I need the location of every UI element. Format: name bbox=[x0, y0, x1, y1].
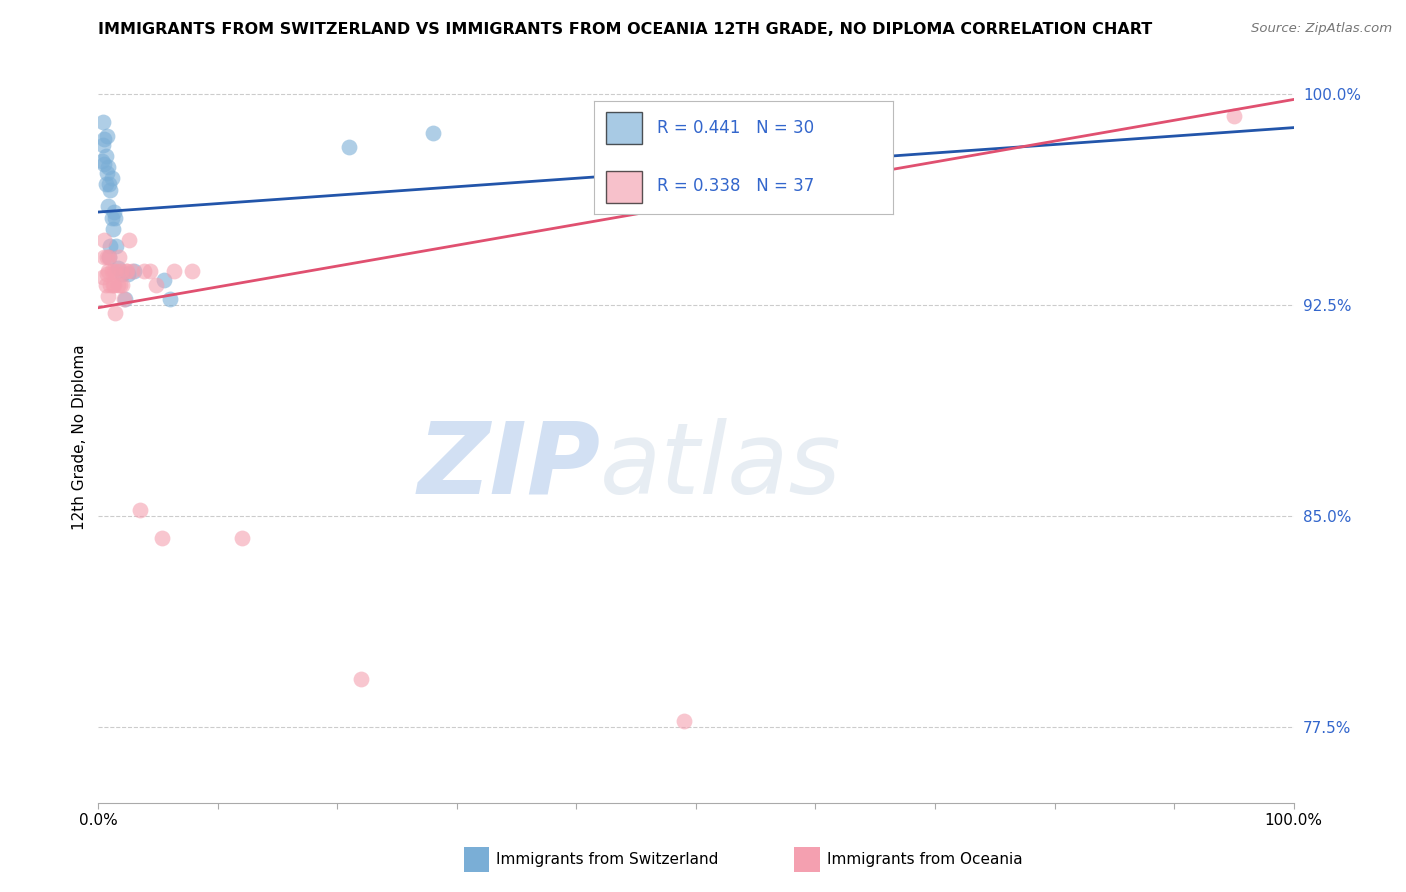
Point bbox=[422, 126, 444, 140]
Point bbox=[124, 264, 146, 278]
Point bbox=[114, 292, 136, 306]
Point bbox=[97, 264, 120, 278]
Point bbox=[91, 137, 114, 152]
Y-axis label: 12th Grade, No Diploma: 12th Grade, No Diploma bbox=[72, 344, 87, 530]
Point bbox=[97, 289, 120, 303]
Point bbox=[97, 160, 120, 174]
Point bbox=[100, 264, 122, 278]
Point bbox=[98, 239, 122, 253]
Point bbox=[105, 239, 128, 253]
Point bbox=[145, 278, 167, 293]
Point bbox=[96, 129, 118, 144]
Point bbox=[117, 267, 139, 281]
Point bbox=[104, 306, 127, 320]
Point bbox=[231, 532, 253, 546]
Point bbox=[337, 140, 360, 154]
Point bbox=[98, 250, 121, 264]
Point bbox=[111, 267, 134, 281]
Point bbox=[107, 261, 129, 276]
Point bbox=[91, 115, 114, 129]
Point bbox=[98, 177, 121, 191]
Point bbox=[96, 166, 118, 180]
Point bbox=[107, 278, 129, 293]
Point bbox=[180, 264, 202, 278]
Text: Source: ZipAtlas.com: Source: ZipAtlas.com bbox=[1251, 22, 1392, 36]
Point bbox=[97, 199, 120, 213]
Point bbox=[105, 264, 128, 278]
Text: atlas: atlas bbox=[600, 417, 842, 515]
Point bbox=[93, 233, 115, 247]
Point bbox=[163, 264, 186, 278]
Point bbox=[96, 267, 118, 281]
Point bbox=[101, 278, 124, 293]
Point bbox=[112, 292, 135, 306]
Point bbox=[98, 250, 121, 264]
Point bbox=[115, 264, 138, 278]
Point bbox=[132, 264, 155, 278]
Point bbox=[129, 503, 152, 517]
Point bbox=[91, 269, 114, 284]
Point bbox=[100, 171, 122, 186]
Text: ZIP: ZIP bbox=[418, 417, 600, 515]
Point bbox=[103, 264, 125, 278]
Point bbox=[118, 233, 141, 247]
Point bbox=[98, 278, 122, 293]
Point bbox=[107, 250, 129, 264]
Point bbox=[93, 250, 115, 264]
Point bbox=[94, 278, 117, 293]
Point bbox=[111, 278, 134, 293]
Point bbox=[94, 149, 117, 163]
Point bbox=[159, 292, 181, 306]
Text: Immigrants from Switzerland: Immigrants from Switzerland bbox=[496, 853, 718, 867]
Point bbox=[153, 272, 176, 286]
Point bbox=[104, 211, 127, 225]
Point bbox=[110, 264, 132, 278]
Point bbox=[115, 264, 138, 278]
Point bbox=[96, 250, 118, 264]
Text: IMMIGRANTS FROM SWITZERLAND VS IMMIGRANTS FROM OCEANIA 12TH GRADE, NO DIPLOMA CO: IMMIGRANTS FROM SWITZERLAND VS IMMIGRANT… bbox=[98, 22, 1153, 37]
Text: Immigrants from Oceania: Immigrants from Oceania bbox=[827, 853, 1022, 867]
Point bbox=[1222, 109, 1246, 123]
Point bbox=[91, 154, 114, 169]
Point bbox=[108, 278, 131, 293]
Point bbox=[103, 278, 125, 293]
Point bbox=[93, 132, 115, 146]
Point bbox=[98, 182, 122, 196]
Point bbox=[93, 157, 115, 171]
Point bbox=[94, 177, 117, 191]
Point bbox=[101, 222, 124, 236]
Point bbox=[150, 532, 173, 546]
Point bbox=[121, 264, 143, 278]
Point bbox=[139, 264, 162, 278]
Point bbox=[103, 205, 125, 219]
Point bbox=[100, 211, 122, 225]
Point bbox=[673, 714, 696, 729]
Point bbox=[350, 672, 373, 686]
